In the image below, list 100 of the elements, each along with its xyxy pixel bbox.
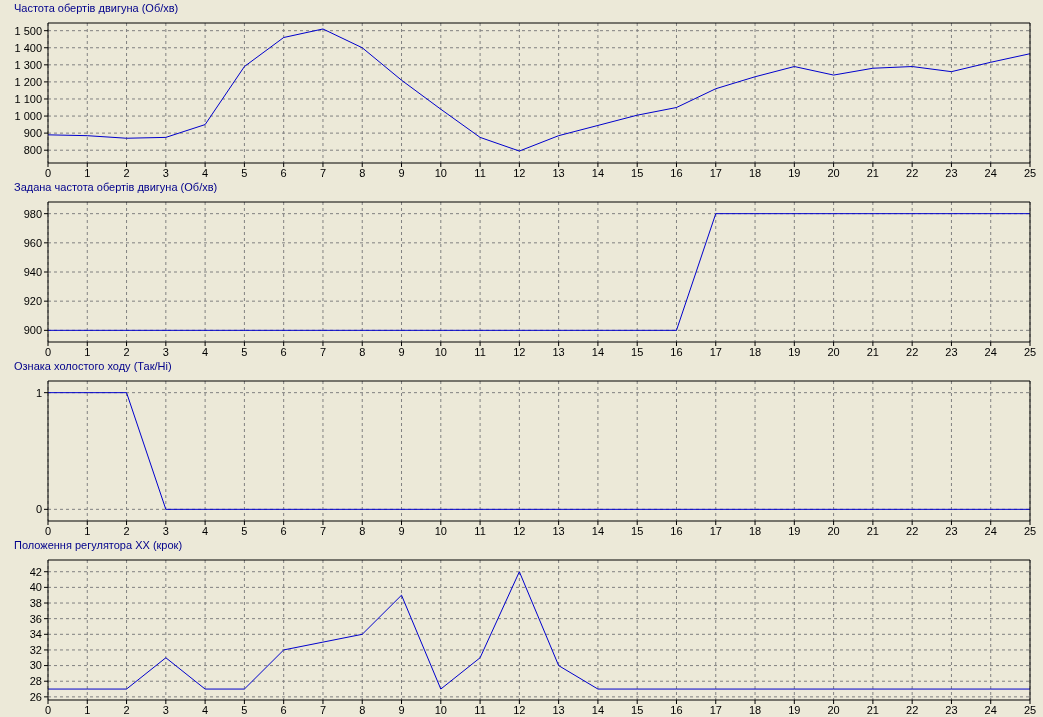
x-tick-label: 22: [906, 345, 919, 358]
x-tick-label: 24: [984, 524, 997, 537]
x-tick-label: 2: [123, 166, 130, 179]
x-tick-label: 23: [945, 524, 958, 537]
x-tick-label: 22: [906, 166, 919, 179]
x-tick-label: 7: [319, 524, 327, 537]
x-tick-label: 0: [44, 703, 52, 716]
x-tick-label: 25: [1023, 166, 1037, 179]
chart-title: Положення регулятора ХХ (крок): [13, 538, 184, 553]
x-tick-label: 21: [866, 524, 880, 537]
x-tick-label: 18: [748, 524, 762, 537]
y-tick-label: 40: [29, 581, 42, 594]
x-tick-label: 21: [866, 345, 880, 358]
x-tick-label: 3: [162, 166, 169, 179]
y-tick-label: 960: [23, 236, 42, 249]
x-tick-label: 15: [631, 703, 644, 716]
y-tick-label: 1 000: [14, 109, 42, 122]
x-tick-label: 19: [788, 166, 801, 179]
x-tick-label: 14: [591, 524, 605, 537]
y-tick-label: 800: [23, 144, 42, 157]
x-tick-label: 22: [906, 524, 919, 537]
x-tick-label: 1: [84, 524, 91, 537]
x-tick-label: 18: [748, 703, 762, 716]
chart-title: Ознака холостого ходу (Так/Ні): [13, 359, 173, 374]
y-tick-label: 34: [29, 628, 42, 641]
x-tick-label: 17: [709, 703, 722, 716]
x-tick-label: 4: [202, 524, 209, 537]
x-tick-label: 13: [552, 703, 565, 716]
x-tick-label: 19: [788, 345, 801, 358]
x-tick-label: 6: [280, 524, 287, 537]
x-tick-label: 1: [84, 345, 91, 358]
x-tick-label: 1: [84, 166, 91, 179]
y-tick-label: 32: [29, 643, 42, 656]
x-tick-label: 15: [631, 166, 644, 179]
chart-title: Частота обертів двигуна (Об/хв): [13, 1, 180, 16]
y-tick-label: 920: [23, 295, 42, 308]
x-tick-label: 7: [319, 703, 327, 716]
x-tick-label: 25: [1023, 524, 1037, 537]
x-tick-label: 23: [945, 703, 958, 716]
x-tick-label: 3: [162, 345, 169, 358]
x-tick-label: 0: [44, 166, 52, 179]
x-tick-label: 19: [788, 524, 801, 537]
y-tick-label: 900: [23, 324, 42, 337]
x-tick-label: 8: [359, 166, 366, 179]
x-tick-label: 14: [591, 166, 605, 179]
x-tick-label: 0: [44, 524, 52, 537]
x-tick-label: 19: [788, 703, 801, 716]
x-tick-label: 20: [827, 524, 840, 537]
x-tick-label: 8: [359, 524, 366, 537]
x-tick-label: 7: [319, 166, 327, 179]
x-tick-label: 3: [162, 524, 169, 537]
x-tick-label: 7: [319, 345, 327, 358]
x-tick-label: 24: [984, 345, 997, 358]
x-tick-label: 17: [709, 345, 722, 358]
x-tick-label: 8: [359, 703, 366, 716]
x-tick-label: 4: [202, 166, 209, 179]
x-tick-label: 14: [591, 345, 605, 358]
x-tick-label: 20: [827, 345, 840, 358]
x-tick-label: 12: [513, 166, 526, 179]
x-tick-label: 15: [631, 524, 644, 537]
y-tick-label: 940: [23, 265, 42, 278]
x-tick-label: 2: [123, 345, 130, 358]
y-tick-label: 26: [29, 690, 42, 703]
x-tick-label: 9: [398, 345, 405, 358]
x-tick-label: 21: [866, 166, 880, 179]
x-tick-label: 18: [748, 166, 762, 179]
x-tick-label: 10: [434, 703, 447, 716]
y-tick-label: 1: [35, 386, 42, 399]
x-tick-label: 10: [434, 345, 447, 358]
x-tick-label: 9: [398, 524, 405, 537]
x-tick-label: 24: [984, 166, 997, 179]
x-tick-label: 5: [241, 345, 248, 358]
x-tick-label: 17: [709, 166, 722, 179]
x-tick-label: 9: [398, 166, 405, 179]
x-tick-label: 11: [474, 703, 486, 716]
y-tick-label: 0: [35, 503, 42, 516]
x-tick-label: 6: [280, 345, 287, 358]
x-tick-label: 13: [552, 524, 565, 537]
x-tick-label: 15: [631, 345, 644, 358]
x-tick-label: 12: [513, 524, 526, 537]
y-tick-label: 1 200: [14, 75, 42, 88]
x-tick-label: 5: [241, 166, 248, 179]
x-tick-label: 23: [945, 345, 958, 358]
line-series: [48, 28, 1030, 152]
x-tick-label: 12: [513, 703, 526, 716]
x-tick-label: 12: [513, 345, 526, 358]
x-tick-label: 23: [945, 166, 958, 179]
x-tick-label: 16: [670, 524, 683, 537]
y-tick-label: 38: [29, 596, 42, 609]
y-tick-label: 1 500: [14, 24, 42, 37]
y-tick-label: 1 400: [14, 41, 42, 54]
x-tick-label: 17: [709, 524, 722, 537]
x-tick-label: 10: [434, 166, 447, 179]
x-tick-label: 4: [202, 345, 209, 358]
y-tick-label: 980: [23, 207, 42, 220]
x-tick-label: 20: [827, 703, 840, 716]
x-tick-label: 14: [591, 703, 605, 716]
x-tick-label: 5: [241, 703, 248, 716]
y-tick-label: 28: [29, 675, 42, 688]
x-tick-label: 25: [1023, 703, 1037, 716]
